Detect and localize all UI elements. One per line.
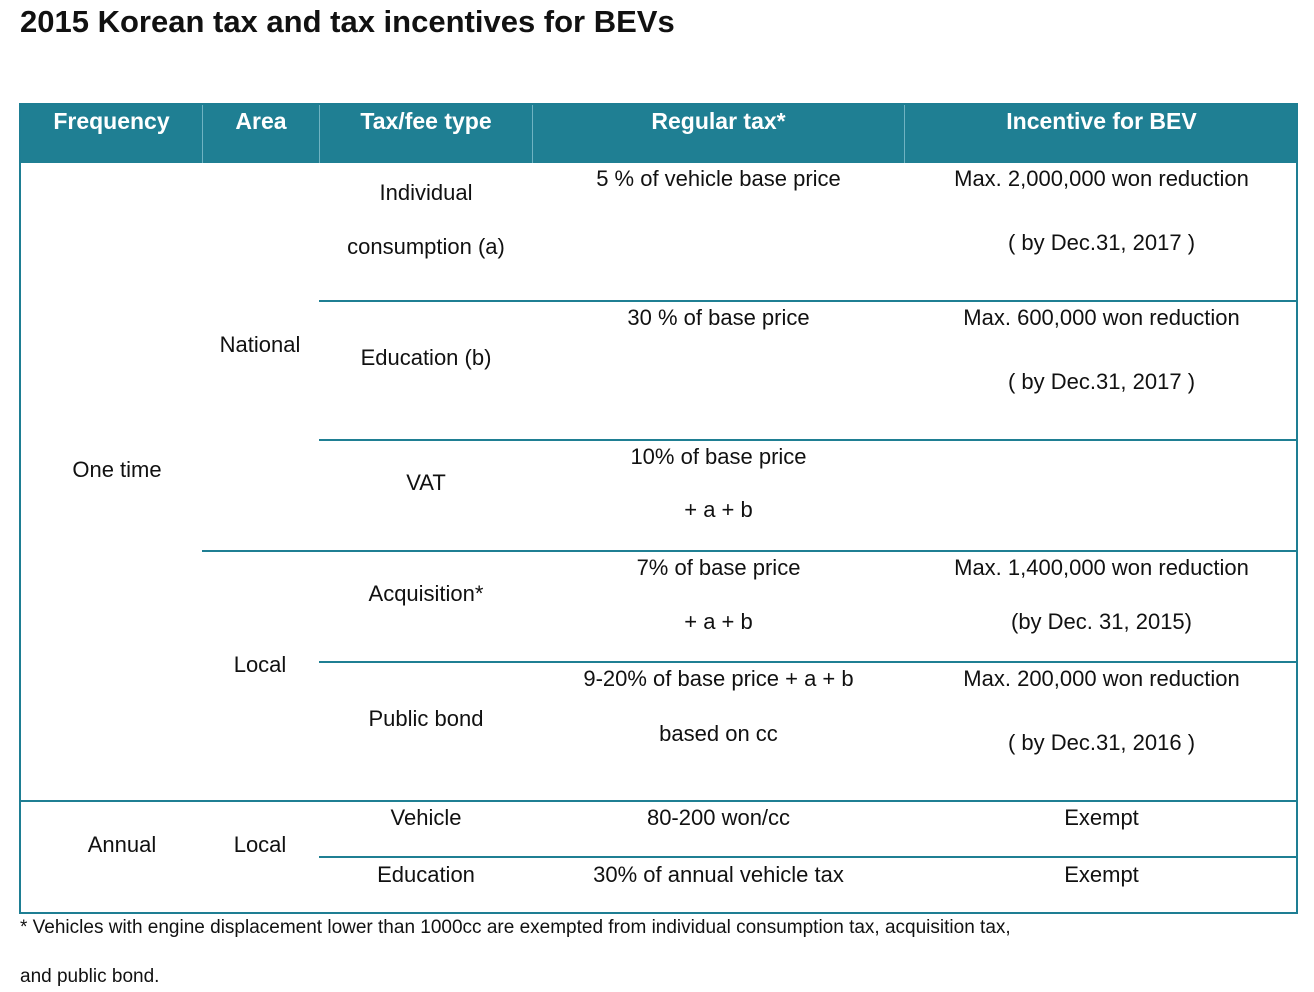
regular-vat: 10% of base price — [630, 444, 807, 469]
section-divider — [21, 800, 1298, 802]
area-local: Local — [233, 652, 287, 677]
header-area: Area — [235, 108, 287, 134]
row-divider — [319, 300, 1298, 302]
frequency-annual: Annual — [87, 832, 157, 857]
footnote-line2: and public bond. — [20, 966, 160, 987]
regular-vat-line2: + a + b — [684, 497, 753, 522]
incentive-vehicle: Exempt — [1064, 805, 1139, 830]
incentive-acquisition-date: (by Dec. 31, 2015) — [1011, 609, 1192, 634]
area-national: National — [219, 332, 301, 357]
regular-acquisition: 7% of base price — [636, 555, 801, 580]
type-acquisition: Acquisition* — [368, 581, 484, 606]
incentive-acquisition: Max. 1,400,000 won reduction — [954, 555, 1249, 580]
header-frequency: Frequency — [53, 108, 170, 134]
type-education-annual: Education — [377, 862, 475, 887]
regular-education-annual: 30% of annual vehicle tax — [593, 862, 844, 887]
header-incentive: Incentive for BEV — [1006, 108, 1197, 134]
row-divider — [319, 661, 1298, 663]
type-individual-line2: consumption (a) — [347, 234, 505, 259]
row-divider — [319, 439, 1298, 441]
regular-vehicle: 80-200 won/cc — [646, 805, 791, 830]
incentive-individual-date: ( by Dec.31, 2017 ) — [1007, 230, 1196, 255]
type-vehicle: Vehicle — [390, 805, 462, 830]
table-header: Frequency Area Tax/fee type Regular tax*… — [21, 105, 1296, 163]
row-divider — [202, 550, 1298, 552]
regular-public-bond-line2: based on cc — [659, 721, 778, 746]
frequency-one-time: One time — [72, 457, 162, 482]
page-title: 2015 Korean tax and tax incentives for B… — [20, 4, 675, 39]
tax-table: Frequency Area Tax/fee type Regular tax*… — [19, 103, 1298, 914]
incentive-education-b-date: ( by Dec.31, 2017 ) — [1007, 369, 1196, 394]
type-public-bond: Public bond — [368, 706, 484, 731]
type-individual: Individual — [379, 180, 473, 205]
incentive-education-annual: Exempt — [1064, 862, 1139, 887]
regular-individual: 5 % of vehicle base price — [596, 166, 841, 191]
incentive-public-bond: Max. 200,000 won reduction — [963, 666, 1240, 691]
header-regular-tax: Regular tax* — [651, 108, 786, 134]
incentive-individual: Max. 2,000,000 won reduction — [954, 166, 1249, 191]
regular-education-b: 30 % of base price — [627, 305, 810, 330]
area-local-annual: Local — [233, 832, 287, 857]
regular-public-bond: 9-20% of base price + a + b — [583, 666, 854, 691]
type-education-b: Education (b) — [360, 345, 492, 370]
footnote-line1: * Vehicles with engine displacement lowe… — [20, 917, 1011, 938]
incentive-education-b: Max. 600,000 won reduction — [963, 305, 1240, 330]
header-tax-type: Tax/fee type — [360, 108, 492, 134]
row-divider — [319, 856, 1298, 858]
type-vat: VAT — [406, 470, 446, 495]
incentive-public-bond-date: ( by Dec.31, 2016 ) — [1007, 730, 1196, 755]
regular-acquisition-line2: + a + b — [684, 609, 753, 634]
